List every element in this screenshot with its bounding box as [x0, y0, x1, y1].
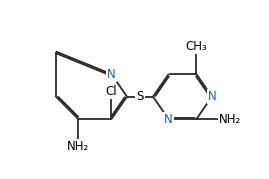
- Text: S: S: [136, 90, 144, 103]
- Text: NH₂: NH₂: [219, 113, 241, 126]
- Text: NH₂: NH₂: [67, 140, 90, 153]
- Text: CH₃: CH₃: [186, 40, 207, 53]
- Text: N: N: [208, 90, 216, 103]
- Text: Cl: Cl: [105, 85, 117, 98]
- Text: N: N: [107, 68, 116, 81]
- Text: N: N: [164, 113, 173, 126]
